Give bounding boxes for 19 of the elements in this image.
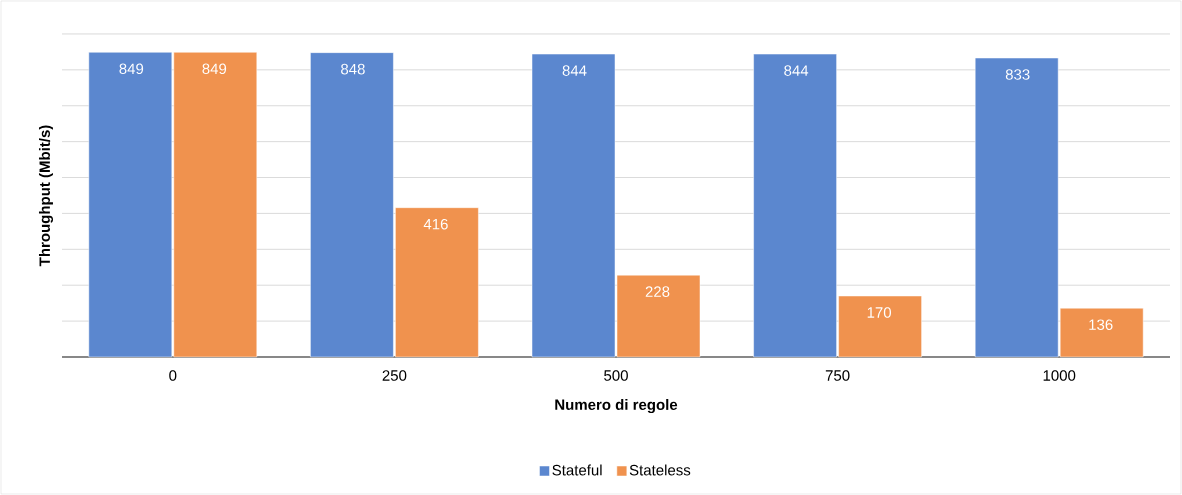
x-tick-label: 0 (169, 370, 177, 381)
x-tick-label: 500 (604, 370, 628, 381)
x-tick-label: 750 (825, 370, 850, 381)
data-label: 848 (341, 63, 365, 75)
data-label: 833 (1005, 69, 1030, 80)
data-label: 416 (423, 218, 448, 230)
data-label: 228 (645, 286, 670, 297)
data-label: 849 (119, 63, 144, 75)
data-label: 170 (867, 307, 892, 318)
data-label: 849 (202, 63, 227, 75)
x-tick-label: 250 (382, 370, 407, 381)
data-label: 136 (1089, 319, 1113, 330)
x-tick-label: 1000 (1043, 370, 1076, 381)
data-label: 844 (562, 65, 587, 76)
data-label: 844 (784, 65, 809, 76)
x-axis-title: Numero di regole (555, 399, 678, 414)
y-axis-title: Throughput (Mbit/s) (38, 125, 54, 267)
legend-label: Stateless (629, 464, 691, 476)
legend-label: Stateful (552, 464, 602, 476)
